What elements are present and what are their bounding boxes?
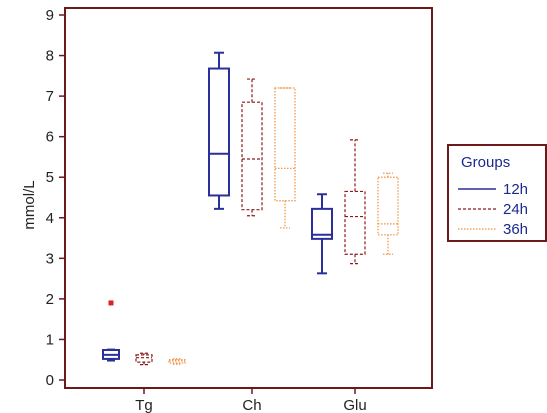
box-24h-Glu [344,139,366,265]
y-tick-label: 0 [46,372,54,389]
box-24h-Tg [135,352,153,366]
y-tick-label: 4 [46,210,54,227]
x-tick-label: Ch [242,397,261,413]
x-tick-label: Tg [135,397,153,413]
y-axis-label: mmol/L [21,180,38,229]
y-tick-label: 8 [46,48,54,65]
outlier-point [108,300,114,306]
box-36h-Tg [168,358,186,365]
plot-frame [64,7,433,389]
box-12h-Glu [311,193,333,275]
legend-title: Groups [461,154,510,171]
box-body [344,190,366,255]
y-tick-label: 6 [46,129,54,146]
legend-label-36h: 36h [503,221,528,238]
y-tick-label: 1 [46,331,54,348]
legend-label-24h: 24h [503,201,528,218]
y-tick-label: 7 [46,88,54,105]
box-12h-Tg [102,300,120,362]
x-tick-label: Glu [343,397,366,413]
box-12h-Ch [208,51,230,210]
y-tick-label: 9 [46,7,54,24]
box-body [274,87,296,202]
box-body [135,354,153,363]
y-tick-label: 2 [46,291,54,308]
y-tick-label: 3 [46,250,54,267]
box-body [208,67,230,197]
legend: Groups 12h 24h 36h [447,144,547,242]
box-24h-Ch [241,78,263,217]
plot-area: 0 1 2 3 4 5 6 7 8 9 Tg Ch Glu [46,7,433,413]
legend-frame [447,144,547,242]
box-36h-Glu [377,172,399,255]
y-tick-label: 5 [46,169,54,186]
legend-label-12h: 12h [503,181,528,198]
box-36h-Ch [274,87,296,229]
box-body [241,101,263,211]
box-body [377,176,399,236]
box-body [168,359,186,364]
